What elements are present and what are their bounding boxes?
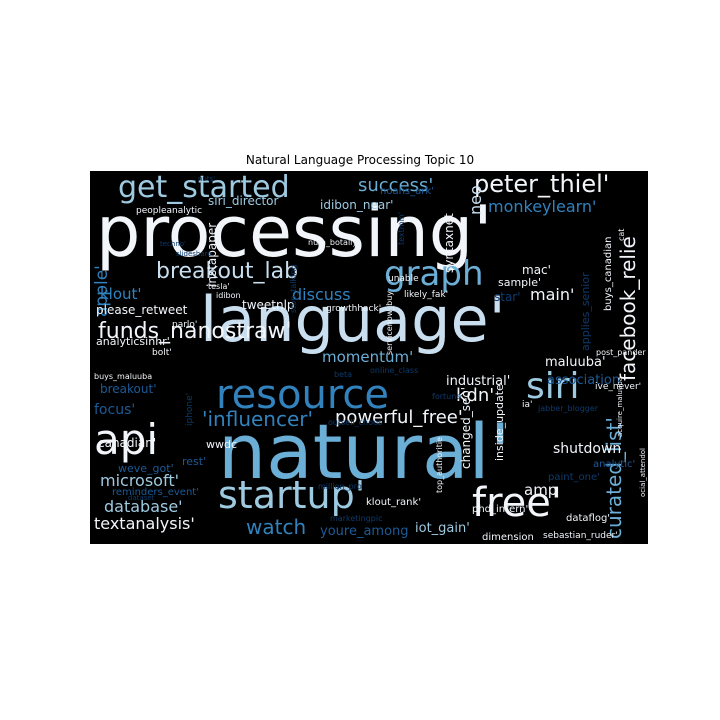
- cloud-word: nuts': [198, 175, 216, 183]
- cloud-word: ive_never': [595, 382, 642, 392]
- cloud-word: peter_thiel': [474, 171, 610, 198]
- cloud-word: processing': [96, 191, 493, 273]
- cloud-word: maluuba': [545, 355, 606, 370]
- cloud-word: microsoft': [100, 471, 179, 490]
- cloud-word: youre_among: [320, 524, 409, 539]
- cloud-word: likely_fak': [404, 290, 449, 300]
- cloud-word: sebastian_ruder': [543, 531, 618, 541]
- cloud-word: weve_got': [118, 462, 174, 475]
- cloud-word: idibon_near': [320, 198, 394, 212]
- cloud-word: klout': [100, 285, 142, 303]
- cloud-word: wwdc: [206, 438, 238, 451]
- cloud-word: bolt': [152, 348, 172, 358]
- cloud-word: sample': [498, 276, 542, 289]
- cloud-word: main': [530, 285, 575, 304]
- cloud-word: unable: [388, 274, 419, 284]
- cloud-word: analytic': [593, 459, 636, 470]
- cloud-word: fortune: [432, 392, 462, 401]
- cloud-word: changed_seo': [459, 386, 473, 469]
- chart-title: Natural Language Processing Topic 10: [245, 153, 475, 167]
- cloud-word: acquire_maluuba: [616, 376, 624, 437]
- cloud-word: million_pro: [318, 482, 362, 491]
- cloud-word: analyticsinhr': [96, 335, 170, 348]
- cloud-word: database': [104, 497, 183, 516]
- cloud-word: association: [547, 373, 621, 388]
- cloud-word: funds_nanostraw': [98, 319, 292, 344]
- cloud-word: shutdown: [553, 441, 622, 457]
- cloud-word: focus': [94, 402, 136, 418]
- cloud-word: reminders_event': [112, 487, 199, 498]
- cloud-word: language': [200, 283, 506, 356]
- cloud-word: amp: [524, 481, 558, 499]
- cloud-word: ocial_attendol: [639, 447, 647, 497]
- cloud-word: textmin': [397, 211, 406, 245]
- cloud-word: slideshare: [176, 250, 212, 258]
- cloud-word: klout_rank': [366, 497, 422, 508]
- cloud-word: industrial': [446, 374, 511, 389]
- word-cloud: processing' language' natural' resource star…: [90, 171, 648, 544]
- cloud-word: siri: [526, 366, 580, 407]
- cloud-word: num_botally': [308, 238, 360, 247]
- cloud-word: ia': [522, 400, 533, 410]
- cloud-word: rest': [182, 455, 207, 468]
- cloud-word: neo: [466, 185, 485, 215]
- cloud-word: online_class: [370, 366, 419, 375]
- cloud-word: tesla': [208, 282, 230, 291]
- cloud-word: paint_one': [548, 472, 600, 483]
- cloud-word: top_authoritie: [435, 437, 444, 493]
- cloud-word: facebook_relie: [616, 236, 640, 381]
- cloud-word: buys_canadian: [603, 236, 614, 312]
- cloud-word: discuss: [292, 285, 351, 304]
- cloud-word: applies_senior: [579, 272, 592, 351]
- cloud-word: cat: [617, 228, 626, 241]
- cloud-word: iphone': [185, 392, 195, 426]
- cloud-word: free': [472, 480, 562, 526]
- cloud-word: idibon: [216, 291, 241, 300]
- cloud-word: monkeylearn': [488, 197, 597, 216]
- cloud-word: textanalysis': [94, 514, 195, 533]
- cloud-word: dimension: [482, 532, 534, 543]
- cloud-word: resource: [216, 372, 390, 418]
- cloud-word: star': [494, 290, 521, 304]
- cloud-word: inside_update: [493, 384, 506, 461]
- cloud-word: get_started: [118, 171, 290, 205]
- cloud-word: iot_gain': [415, 521, 470, 536]
- cloud-word: dataset: [128, 494, 155, 502]
- cloud-word: siri_director: [208, 194, 279, 208]
- cloud-word: canadian': [98, 436, 157, 450]
- cloud-word: parlo': [172, 320, 198, 330]
- cloud-word: peopleanalytic: [136, 206, 203, 216]
- cloud-word: dataflog': [566, 513, 611, 524]
- cloud-word: stop_talking: [289, 264, 298, 313]
- cloud-word: outsell_choos: [328, 418, 383, 427]
- cloud-word: breakout_lab: [156, 259, 299, 284]
- cloud-word: servicenow_buy: [385, 290, 394, 355]
- cloud-word: startup': [218, 473, 366, 517]
- cloud-word: watch: [246, 515, 307, 539]
- cloud-word: jabber_blogger: [538, 404, 599, 413]
- cloud-word: 'influencer': [202, 407, 314, 431]
- cloud-word: kdn': [456, 385, 495, 406]
- cloud-word: breakout': [100, 382, 157, 396]
- cloud-word: syntaxnet: [442, 213, 456, 273]
- cloud-word: buys_maluuba: [94, 372, 153, 381]
- cloud-word: momentum': [322, 348, 414, 366]
- cloud-word: noahs_ark': [380, 186, 434, 197]
- cloud-word: phd_intern': [472, 504, 529, 515]
- cloud-word: graph: [384, 254, 484, 294]
- cloud-word: powerful_free': [335, 407, 463, 428]
- cloud-word: marketingpic: [330, 514, 383, 523]
- cloud-word: success': [358, 175, 434, 196]
- cloud-word: techno': [160, 240, 186, 248]
- cloud-word: tweetnlp: [242, 298, 295, 312]
- cloud-word: mac': [522, 263, 551, 277]
- cloud-word: post_pander: [596, 348, 646, 357]
- cloud-word: please_retweet: [96, 303, 188, 317]
- cloud-word: growthhack': [326, 304, 382, 314]
- cloud-word: beta: [334, 370, 353, 379]
- cloud-word: natural': [218, 407, 511, 496]
- cloud-word: api: [94, 415, 159, 464]
